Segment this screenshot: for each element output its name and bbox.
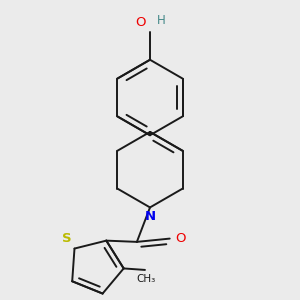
Text: N: N [144, 210, 156, 223]
Text: S: S [62, 232, 72, 244]
Text: CH₃: CH₃ [136, 274, 156, 284]
Text: H: H [157, 14, 166, 27]
Text: O: O [136, 16, 146, 29]
Text: O: O [176, 232, 186, 245]
